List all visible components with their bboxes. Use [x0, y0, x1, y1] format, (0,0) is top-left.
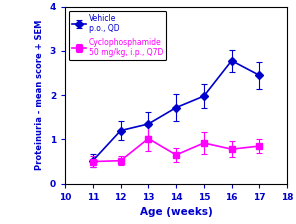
Y-axis label: Proteinuria - mean score + SEM: Proteinuria - mean score + SEM	[35, 20, 44, 170]
X-axis label: Age (weeks): Age (weeks)	[140, 207, 213, 217]
Legend: Vehicle
p.o., QD, Cyclophosphamide
50 mg/kg, i.p., Q7D: Vehicle p.o., QD, Cyclophosphamide 50 mg…	[69, 11, 166, 60]
